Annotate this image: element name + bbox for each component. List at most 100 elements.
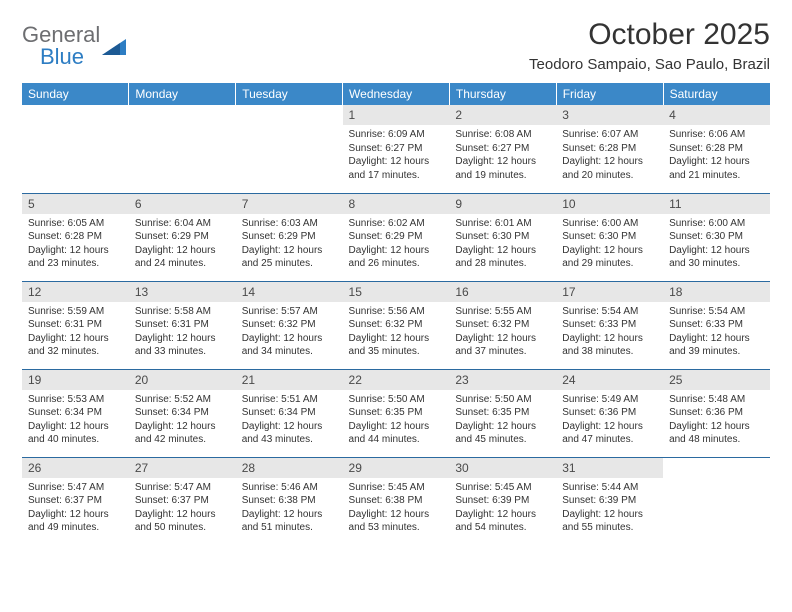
daylight-line-2: and 35 minutes. <box>349 345 444 359</box>
calendar-cell: 15Sunrise: 5:56 AMSunset: 6:32 PMDayligh… <box>343 281 450 369</box>
day-number: 11 <box>663 194 770 214</box>
sunset-line: Sunset: 6:34 PM <box>135 406 230 420</box>
day-number: 3 <box>556 105 663 125</box>
day-number: 21 <box>236 370 343 390</box>
sunset-line: Sunset: 6:28 PM <box>28 230 123 244</box>
calendar-cell: 24Sunrise: 5:49 AMSunset: 6:36 PMDayligh… <box>556 369 663 457</box>
sunset-line: Sunset: 6:27 PM <box>455 142 550 156</box>
day-number: 14 <box>236 282 343 302</box>
daylight-line-2: and 37 minutes. <box>455 345 550 359</box>
calendar-cell: 17Sunrise: 5:54 AMSunset: 6:33 PMDayligh… <box>556 281 663 369</box>
daylight-line-1: Daylight: 12 hours <box>242 332 337 346</box>
sunset-line: Sunset: 6:37 PM <box>28 494 123 508</box>
sunrise-line: Sunrise: 6:00 AM <box>669 217 764 231</box>
calendar-week-row: 26Sunrise: 5:47 AMSunset: 6:37 PMDayligh… <box>22 457 770 545</box>
daylight-line-1: Daylight: 12 hours <box>455 332 550 346</box>
calendar-cell: 8Sunrise: 6:02 AMSunset: 6:29 PMDaylight… <box>343 193 450 281</box>
sunrise-line: Sunrise: 6:08 AM <box>455 128 550 142</box>
sunrise-line: Sunrise: 5:59 AM <box>28 305 123 319</box>
sunrise-line: Sunrise: 5:47 AM <box>135 481 230 495</box>
day-number: 10 <box>556 194 663 214</box>
daylight-line-1: Daylight: 12 hours <box>455 420 550 434</box>
daylight-line-1: Daylight: 12 hours <box>28 508 123 522</box>
daylight-line-1: Daylight: 12 hours <box>562 244 657 258</box>
day-number: 29 <box>343 458 450 478</box>
sunrise-line: Sunrise: 6:04 AM <box>135 217 230 231</box>
day-number: 26 <box>22 458 129 478</box>
logo-text: General Blue <box>22 22 100 70</box>
calendar-week-row: 19Sunrise: 5:53 AMSunset: 6:34 PMDayligh… <box>22 369 770 457</box>
title-block: October 2025 Teodoro Sampaio, Sao Paulo,… <box>529 18 770 73</box>
logo-word-blue: Blue <box>40 44 100 70</box>
calendar-cell: 25Sunrise: 5:48 AMSunset: 6:36 PMDayligh… <box>663 369 770 457</box>
day-number: 28 <box>236 458 343 478</box>
daylight-line-1: Daylight: 12 hours <box>562 420 657 434</box>
sunset-line: Sunset: 6:30 PM <box>669 230 764 244</box>
day-header: Wednesday <box>343 83 450 105</box>
day-number: 27 <box>129 458 236 478</box>
day-header: Tuesday <box>236 83 343 105</box>
calendar-cell: 11Sunrise: 6:00 AMSunset: 6:30 PMDayligh… <box>663 193 770 281</box>
calendar-body: 1Sunrise: 6:09 AMSunset: 6:27 PMDaylight… <box>22 105 770 545</box>
daylight-line-2: and 44 minutes. <box>349 433 444 447</box>
daylight-line-2: and 23 minutes. <box>28 257 123 271</box>
sunrise-line: Sunrise: 5:52 AM <box>135 393 230 407</box>
daylight-line-1: Daylight: 12 hours <box>135 332 230 346</box>
calendar-cell: 12Sunrise: 5:59 AMSunset: 6:31 PMDayligh… <box>22 281 129 369</box>
calendar-cell <box>663 457 770 545</box>
calendar-cell: 3Sunrise: 6:07 AMSunset: 6:28 PMDaylight… <box>556 105 663 193</box>
daylight-line-1: Daylight: 12 hours <box>242 244 337 258</box>
daylight-line-1: Daylight: 12 hours <box>349 508 444 522</box>
daylight-line-2: and 45 minutes. <box>455 433 550 447</box>
daylight-line-1: Daylight: 12 hours <box>135 420 230 434</box>
daylight-line-1: Daylight: 12 hours <box>135 244 230 258</box>
daylight-line-1: Daylight: 12 hours <box>455 155 550 169</box>
daylight-line-2: and 55 minutes. <box>562 521 657 535</box>
daylight-line-2: and 26 minutes. <box>349 257 444 271</box>
day-number: 8 <box>343 194 450 214</box>
daylight-line-2: and 20 minutes. <box>562 169 657 183</box>
day-number: 2 <box>449 105 556 125</box>
calendar-cell: 14Sunrise: 5:57 AMSunset: 6:32 PMDayligh… <box>236 281 343 369</box>
daylight-line-2: and 19 minutes. <box>455 169 550 183</box>
calendar-cell: 13Sunrise: 5:58 AMSunset: 6:31 PMDayligh… <box>129 281 236 369</box>
day-number: 24 <box>556 370 663 390</box>
calendar-cell: 1 Sunrise: 6:09 AMSunset: 6:27 PMDaylight… <box>343 105 450 193</box>
sunrise-line: Sunrise: 5:46 AM <box>242 481 337 495</box>
sunrise-line: Sunrise: 5:53 AM <box>28 393 123 407</box>
sunrise-line: Sunrise: 6:05 AM <box>28 217 123 231</box>
daylight-line-1: Daylight: 12 hours <box>349 420 444 434</box>
day-header: Friday <box>556 83 663 105</box>
calendar-cell: 9Sunrise: 6:01 AMSunset: 6:30 PMDaylight… <box>449 193 556 281</box>
day-number: 1 <box>343 105 450 125</box>
daylight-line-2: and 29 minutes. <box>562 257 657 271</box>
day-number: 20 <box>129 370 236 390</box>
day-header-row: SundayMondayTuesdayWednesdayThursdayFrid… <box>22 83 770 105</box>
sunset-line: Sunset: 6:34 PM <box>242 406 337 420</box>
sunset-line: Sunset: 6:31 PM <box>28 318 123 332</box>
calendar-cell: 26Sunrise: 5:47 AMSunset: 6:37 PMDayligh… <box>22 457 129 545</box>
sunset-line: Sunset: 6:33 PM <box>669 318 764 332</box>
calendar-week-row: 12Sunrise: 5:59 AMSunset: 6:31 PMDayligh… <box>22 281 770 369</box>
day-number: 13 <box>129 282 236 302</box>
calendar-cell: 23Sunrise: 5:50 AMSunset: 6:35 PMDayligh… <box>449 369 556 457</box>
daylight-line-2: and 40 minutes. <box>28 433 123 447</box>
calendar-cell: 27Sunrise: 5:47 AMSunset: 6:37 PMDayligh… <box>129 457 236 545</box>
daylight-line-2: and 38 minutes. <box>562 345 657 359</box>
daylight-line-1: Daylight: 12 hours <box>242 508 337 522</box>
sunset-line: Sunset: 6:35 PM <box>455 406 550 420</box>
sunrise-line: Sunrise: 6:09 AM <box>349 128 444 142</box>
daylight-line-1: Daylight: 12 hours <box>349 155 444 169</box>
sunset-line: Sunset: 6:27 PM <box>349 142 444 156</box>
sunset-line: Sunset: 6:28 PM <box>669 142 764 156</box>
location: Teodoro Sampaio, Sao Paulo, Brazil <box>529 56 770 73</box>
sunrise-line: Sunrise: 5:54 AM <box>562 305 657 319</box>
sunset-line: Sunset: 6:32 PM <box>242 318 337 332</box>
sunset-line: Sunset: 6:29 PM <box>242 230 337 244</box>
day-number: 31 <box>556 458 663 478</box>
daylight-line-2: and 33 minutes. <box>135 345 230 359</box>
sunrise-line: Sunrise: 5:51 AM <box>242 393 337 407</box>
sunset-line: Sunset: 6:37 PM <box>135 494 230 508</box>
sunset-line: Sunset: 6:34 PM <box>28 406 123 420</box>
calendar-cell: 5Sunrise: 6:05 AMSunset: 6:28 PMDaylight… <box>22 193 129 281</box>
